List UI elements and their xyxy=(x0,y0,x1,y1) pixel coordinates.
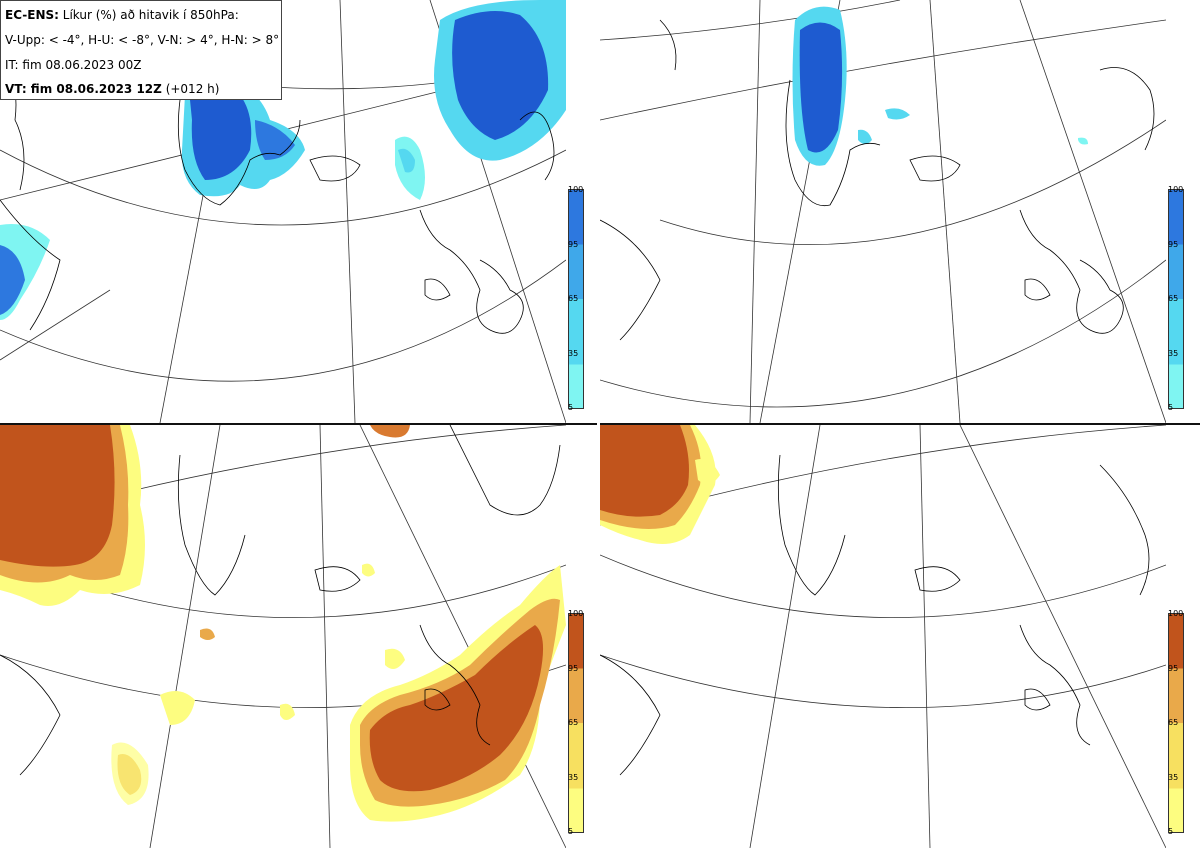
map-panel-top-left xyxy=(0,0,566,423)
coastlines xyxy=(0,425,561,776)
title-box: EC-ENS: Líkur (%) að hitavik í 850hPa: V… xyxy=(0,0,282,100)
title-thresholds: V-Upp: < -4°, H-U: < -8°, V-N: > 4°, H-N… xyxy=(5,33,280,47)
colorbar-top-left: 100 95 65 35 5 xyxy=(568,185,584,412)
title-model: EC-ENS: xyxy=(5,8,59,22)
map-top-left xyxy=(0,0,566,423)
graticule xyxy=(600,425,1166,848)
probability-field xyxy=(792,6,1088,166)
colorbar-tick-label: 95 xyxy=(1168,664,1179,673)
colorbar-bottom-right: 100 95 65 35 5 xyxy=(1168,609,1184,836)
colorbar-tick-label: 95 xyxy=(1168,240,1179,249)
colorbar-tick-label: 65 xyxy=(1168,294,1179,303)
map-bottom-right xyxy=(600,425,1166,848)
colorbar-tick-label: 95 xyxy=(568,664,579,673)
colorbar-tick-label: 5 xyxy=(1168,827,1174,836)
panel-divider-horizontal xyxy=(0,423,1200,425)
colorbar-tick-label: 5 xyxy=(568,403,574,412)
colorbar-tick-label: 35 xyxy=(568,349,579,358)
colorbar-tick-label: 95 xyxy=(568,240,579,249)
colorbar-tick-label: 5 xyxy=(568,827,574,836)
valid-time-line: VT: fim 08.06.2023 12Z (+012 h) xyxy=(5,82,219,96)
probability-field xyxy=(0,0,566,320)
colorbar-tick-label: 100 xyxy=(568,609,584,618)
colorbar-top-right: 100 95 65 35 5 xyxy=(1168,185,1184,412)
probability-field xyxy=(600,425,720,544)
colorbar-tick-label: 35 xyxy=(1168,349,1179,358)
panel-divider-vertical xyxy=(597,0,600,848)
colorbar-tick-label: 100 xyxy=(568,185,584,194)
map-panel-top-right xyxy=(600,0,1166,423)
colorbar-tick-label: 65 xyxy=(568,294,579,303)
colorbar-tick-label: 100 xyxy=(1168,609,1184,618)
probability-field xyxy=(0,425,566,822)
map-panel-bottom-left xyxy=(0,425,566,848)
colorbar-tick-label: 100 xyxy=(1168,185,1184,194)
coastlines xyxy=(600,454,1150,776)
colorbar-tick-label: 65 xyxy=(568,718,579,727)
valid-time: VT: fim 08.06.2023 12Z xyxy=(5,82,162,96)
colorbar-tick-label: 35 xyxy=(1168,773,1179,782)
init-time: IT: fim 08.06.2023 00Z xyxy=(5,58,142,72)
colorbar-tick-label: 5 xyxy=(1168,403,1174,412)
coastlines xyxy=(600,19,1155,341)
colorbar-bottom-left: 100 95 65 35 5 xyxy=(568,609,584,836)
title-description: Líkur (%) að hitavik í 850hPa: xyxy=(58,8,239,22)
map-bottom-left xyxy=(0,425,566,848)
map-panel-bottom-right xyxy=(600,425,1166,848)
title-line: EC-ENS: Líkur (%) að hitavik í 850hPa: xyxy=(5,8,239,22)
colorbar-tick-label: 65 xyxy=(1168,718,1179,727)
colorbar-tick-label: 35 xyxy=(568,773,579,782)
forecast-hour: (+012 h) xyxy=(161,82,220,96)
map-top-right xyxy=(600,0,1166,423)
graticule xyxy=(600,0,1166,423)
